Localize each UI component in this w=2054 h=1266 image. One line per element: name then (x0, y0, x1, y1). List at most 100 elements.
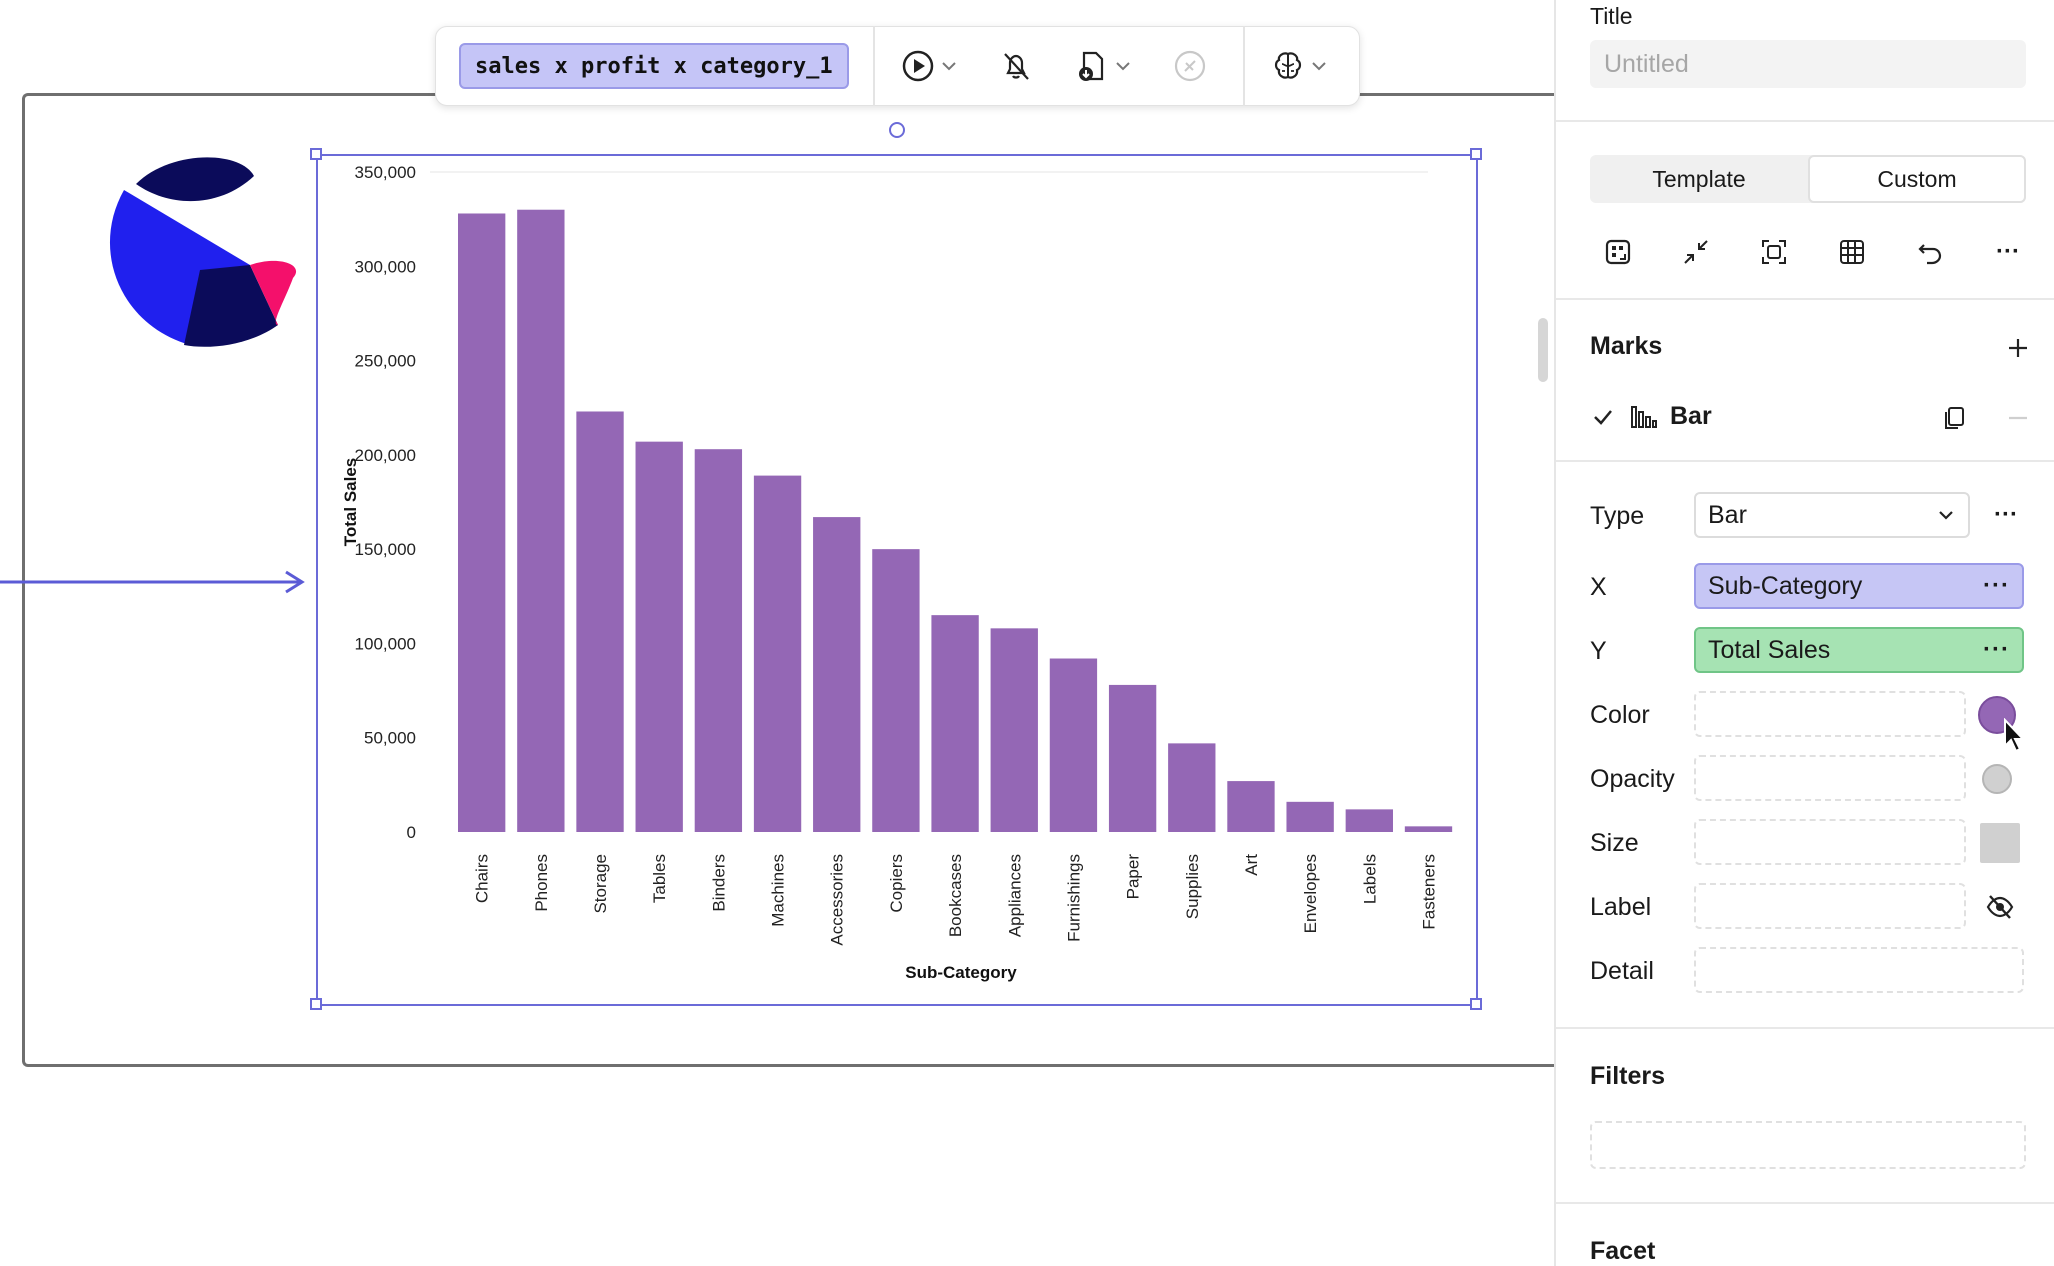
add-mark-button[interactable] (1998, 328, 2038, 368)
bar-labels[interactable] (1345, 809, 1393, 832)
y-field-pill[interactable]: Total Sales ··· (1694, 627, 2024, 673)
detail-field[interactable] (1694, 947, 2024, 993)
facet-heading: Facet (1590, 1237, 1656, 1265)
fit-frame-button[interactable] (1754, 232, 1794, 272)
alerts-button[interactable] (989, 36, 1043, 96)
type-select-value: Bar (1708, 500, 1747, 529)
x-tick-label: Chairs (473, 854, 492, 903)
disabled-action-button[interactable] (1163, 36, 1217, 96)
marks-heading: Marks (1590, 332, 1663, 360)
x-tick-label: Supplies (1183, 854, 1202, 919)
undo-icon (1918, 244, 1942, 265)
x-tick-label: Bookcases (946, 854, 965, 937)
divider (1556, 1202, 2054, 1204)
bar-furnishings[interactable] (1049, 658, 1098, 832)
undo-button[interactable] (1910, 232, 1950, 272)
x-axis-label: Sub-Category (905, 963, 1017, 982)
bar-storage[interactable] (576, 411, 624, 832)
x-tick-label: Labels (1360, 854, 1379, 904)
canvas-scrollbar[interactable] (1538, 318, 1548, 382)
properties-panel: Title Untitled Template Custom ··· Marks… (1554, 0, 2054, 1266)
bar-bookcases[interactable] (931, 615, 979, 832)
more-options-button[interactable]: ··· (1996, 238, 2020, 265)
bar-accessories[interactable] (813, 517, 861, 832)
x-tick-label: Appliances (1005, 854, 1024, 937)
bar-tables[interactable] (635, 441, 683, 832)
x-tick-label: Binders (709, 854, 728, 912)
duplicate-mark-button[interactable] (1934, 398, 1974, 438)
chart-selection-box[interactable]: 0 50,000 100,000 150,000 200,000 250,000 300,0… (316, 154, 1478, 1006)
y-label: Y (1590, 637, 1607, 665)
bar-machines[interactable] (753, 475, 802, 832)
divider (1556, 298, 2054, 300)
check-icon[interactable] (1592, 406, 1614, 428)
table-icon (1840, 240, 1864, 264)
type-select[interactable]: Bar (1694, 492, 1970, 538)
brain-icon (1274, 52, 1301, 79)
tab-template[interactable]: Template (1652, 165, 1746, 192)
title-input[interactable]: Untitled (1590, 40, 2026, 88)
color-field[interactable] (1694, 691, 1966, 737)
y-tick-label: 200,000 (355, 446, 416, 465)
x-tick-label: Furnishings (1064, 854, 1083, 942)
x-field-more-button[interactable]: ··· (1983, 572, 2010, 599)
y-tick-label: 250,000 (355, 352, 416, 371)
frame-icon (1762, 240, 1786, 264)
toolbar-divider (1242, 26, 1245, 106)
toggle-label-visibility-button[interactable] (1980, 887, 2020, 927)
bar-supplies[interactable] (1168, 743, 1216, 832)
bar-binders[interactable] (694, 449, 743, 832)
bar-fasteners[interactable] (1404, 826, 1453, 832)
bar-chairs[interactable] (458, 213, 506, 832)
mouse-cursor-icon (2004, 718, 2026, 753)
bar-envelopes[interactable] (1286, 801, 1334, 832)
tab-custom[interactable]: Custom (1808, 155, 2026, 203)
bar-paper[interactable] (1108, 684, 1157, 832)
y-tick-label: 0 (407, 823, 416, 842)
bar-appliances[interactable] (990, 628, 1038, 832)
y-tick-label: 150,000 (355, 540, 416, 559)
file-download-icon (1078, 51, 1103, 81)
x-tick-label: Copiers (887, 854, 906, 913)
table-view-button[interactable] (1832, 232, 1872, 272)
download-button[interactable] (1065, 36, 1141, 96)
layout-swap-icon (1605, 239, 1631, 265)
rotate-handle[interactable] (889, 122, 905, 138)
minus-icon (2009, 416, 2027, 420)
opacity-swatch[interactable] (1982, 764, 2012, 794)
x-field-value: Sub-Category (1708, 571, 1863, 600)
x-tick-label: Phones (532, 854, 551, 912)
type-more-button[interactable]: ··· (1994, 501, 2018, 528)
run-button[interactable] (891, 36, 967, 96)
resize-handle-bottom-left[interactable] (310, 998, 322, 1010)
query-name-chip[interactable]: sales x profit x category_1 (459, 43, 849, 89)
resize-handle-top-left[interactable] (310, 148, 322, 160)
filters-dropzone[interactable] (1590, 1121, 2026, 1169)
bar-copiers[interactable] (872, 549, 920, 832)
size-swatch[interactable] (1980, 823, 2020, 863)
bar-art[interactable] (1227, 781, 1275, 832)
swap-layout-button[interactable] (1598, 232, 1638, 272)
detail-label: Detail (1590, 957, 1654, 985)
bell-off-icon (1003, 53, 1029, 80)
chevron-down-icon (1311, 62, 1326, 71)
mark-name[interactable]: Bar (1670, 402, 1712, 430)
resize-handle-bottom-right[interactable] (1470, 998, 1482, 1010)
y-tick-label: 350,000 (355, 163, 416, 182)
collapse-button[interactable] (1676, 232, 1716, 272)
bar-phones[interactable] (517, 209, 565, 832)
label-field[interactable] (1694, 883, 1966, 929)
x-field-pill[interactable]: Sub-Category ··· (1694, 563, 2024, 609)
opacity-field[interactable] (1694, 755, 1966, 801)
remove-mark-button[interactable] (1998, 398, 2038, 438)
bar-chart-icon (1631, 406, 1657, 428)
chevron-down-icon (1939, 511, 1953, 520)
ai-assist-button[interactable] (1261, 36, 1337, 96)
size-field[interactable] (1694, 819, 1966, 865)
tab-group: Template Custom (1590, 155, 2026, 203)
slash-circle-icon (1174, 50, 1205, 82)
x-tick-label: Paper (1124, 854, 1143, 900)
resize-handle-top-right[interactable] (1470, 148, 1482, 160)
y-field-more-button[interactable]: ··· (1983, 636, 2010, 663)
bar-chart: 0 50,000 100,000 150,000 200,000 250,000 300,0… (341, 163, 1453, 982)
